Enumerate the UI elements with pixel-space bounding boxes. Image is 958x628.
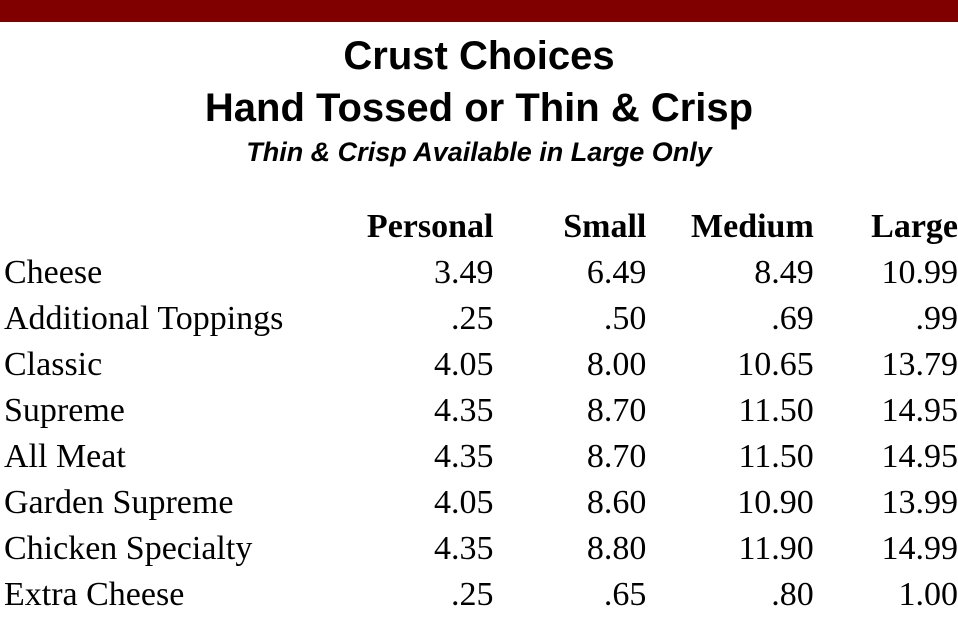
table-row: Chicken Specialty 4.35 8.80 11.90 14.99 [0,526,958,572]
price-small: 6.49 [586,254,647,291]
table-row: All Meat 4.35 8.70 11.50 14.95 [0,434,958,480]
price-medium: 8.49 [754,254,814,291]
table-row: Additional Toppings .25 .50 .69 .99 [0,296,958,342]
item-name: Garden Supreme [4,484,234,521]
item-name: Chicken Specialty [4,530,253,567]
price-medium: 10.65 [737,346,814,383]
table-row: Cheese 3.49 6.49 8.49 10.99 [0,250,958,296]
table-row: Supreme 4.35 8.70 11.50 14.95 [0,388,958,434]
price-table: Personal Small Medium Large Cheese 3.49 6.… [0,204,958,618]
price-personal: .25 [450,300,494,337]
item-name: Cheese [4,254,103,291]
item-name: Supreme [4,392,125,429]
page-title: Crust Choices [343,34,615,78]
price-large: .99 [915,300,958,337]
price-personal: 4.05 [433,346,494,383]
header-small: Small [563,208,647,245]
price-small: .65 [603,576,647,613]
item-name: Additional Toppings [4,300,284,337]
table-header-row: Personal Small Medium Large [0,204,958,250]
price-small: .50 [603,300,647,337]
price-small: 8.70 [586,392,647,429]
table-row: Extra Cheese .25 .65 .80 1.00 [0,572,958,618]
price-small: 8.80 [586,530,647,567]
price-medium: .69 [771,300,814,337]
header-item [0,204,344,250]
price-personal: 4.05 [433,484,494,521]
page-subtitle-crusts: Hand Tossed or Thin & Crisp [204,86,754,130]
price-personal: .25 [450,576,494,613]
header-personal: Personal [366,208,494,245]
price-medium: 11.50 [738,438,814,475]
price-personal: 4.35 [433,438,494,475]
item-name: Extra Cheese [4,576,185,613]
header-medium: Medium [691,208,814,245]
price-large: 10.99 [881,254,958,291]
price-large: 1.00 [898,576,958,613]
price-small: 8.60 [586,484,647,521]
price-medium: 10.90 [737,484,814,521]
price-large: 13.99 [881,484,958,521]
table-row: Classic 4.05 8.00 10.65 13.79 [0,342,958,388]
price-personal: 4.35 [433,392,494,429]
item-name: All Meat [4,438,126,475]
price-personal: 3.49 [433,254,494,291]
price-medium: 11.50 [738,392,814,429]
top-accent-bar [0,0,958,22]
title-block: Crust Choices Hand Tossed or Thin & Cris… [0,30,958,170]
price-medium: .80 [771,576,814,613]
header-large: Large [871,208,958,245]
price-personal: 4.35 [433,530,494,567]
price-small: 8.00 [586,346,647,383]
item-name: Classic [4,346,103,383]
price-large: 14.95 [881,392,958,429]
price-medium: 11.90 [738,530,814,567]
price-large: 14.95 [881,438,958,475]
price-large: 13.79 [881,346,958,383]
table-row: Garden Supreme 4.05 8.60 10.90 13.99 [0,480,958,526]
availability-note: Thin & Crisp Available in Large Only [246,137,712,167]
price-small: 8.70 [586,438,647,475]
price-large: 14.99 [881,530,958,567]
